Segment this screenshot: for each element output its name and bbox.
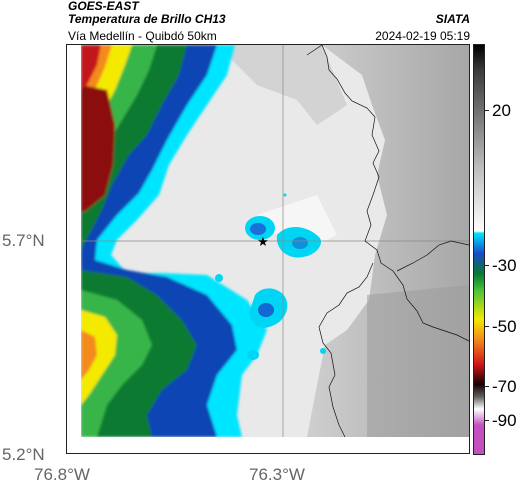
route-subtitle: Vía Medellín - Quibdó 50km (68, 29, 217, 43)
cloud-top-field (81, 45, 267, 437)
colorbar-tick-label: -70 (492, 377, 517, 396)
x-tick-label: 76.3°W (249, 465, 305, 484)
north-terrain (217, 45, 347, 125)
location-marker-icon[interactable]: ★ (257, 235, 269, 250)
y-tick-label: 5.2°N (2, 445, 45, 464)
product-title: Temperatura de Brillo CH13 (68, 12, 226, 26)
colorbar-tick (485, 386, 489, 387)
datetime-label: 2024-02-19 05:19 (375, 29, 470, 43)
y-tick-label: 5.7°N (2, 231, 45, 250)
no-data-margin (67, 437, 469, 453)
colorbar-tick-label: -90 (492, 411, 517, 430)
boundary-line (396, 240, 469, 272)
colorbar-tick (485, 110, 489, 111)
colorbar-tick (485, 420, 489, 421)
satellite-name: GOES-EAST (68, 0, 139, 13)
colorbar-tick-label: -30 (492, 256, 517, 275)
boundary-line (318, 262, 374, 438)
convective-cells (215, 193, 326, 360)
colorbar-tick (485, 326, 489, 327)
east-terrain-dark (367, 285, 469, 437)
boundary-line (321, 45, 469, 342)
satellite-map[interactable]: ★ (66, 44, 470, 454)
boundary-line (306, 45, 323, 56)
temperature-colorbar (473, 44, 485, 455)
organization-label: SIATA (435, 12, 470, 26)
x-tick-label: 76.8°W (34, 465, 90, 484)
colorbar-tick-label: -50 (492, 317, 517, 336)
colorbar-tick-label: 20 (492, 101, 511, 120)
map-canvas: ★ (67, 45, 469, 453)
no-data-margin (67, 45, 81, 453)
colorbar-tick (485, 265, 489, 266)
